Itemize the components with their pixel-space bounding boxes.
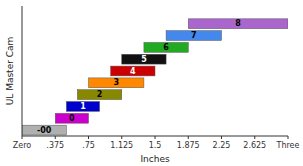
x-tick-label: 1.125 [110, 141, 133, 150]
bar [144, 42, 188, 52]
bar [22, 125, 66, 135]
x-tick-label: .75 [82, 141, 95, 150]
x-tick [288, 136, 289, 139]
x-tick [155, 136, 156, 139]
x-ticks: Zero .375 .75 1.125 1.5 1.875 2.25 2.625 Three [13, 136, 300, 150]
x-tick-label: 2.25 [213, 141, 231, 150]
bar [77, 90, 121, 100]
bar [188, 19, 288, 29]
bar [166, 31, 221, 41]
x-tick-label: Three [276, 141, 300, 150]
x-tick [22, 136, 23, 139]
bar [111, 66, 155, 76]
bars [22, 19, 288, 135]
x-tick-label: 2.625 [243, 141, 266, 150]
bar [55, 113, 88, 123]
bar [89, 78, 144, 88]
x-tick-label: 1.875 [177, 141, 200, 150]
x-tick [221, 136, 222, 139]
bar-label: 8 [235, 19, 241, 28]
x-tick [88, 136, 89, 139]
x-tick-label: .375 [46, 141, 64, 150]
bar-label: 5 [141, 55, 147, 64]
y-axis-label: UL Master Cam [5, 37, 15, 106]
bar-label: 1 [80, 102, 86, 111]
x-axis-label: Inches [140, 154, 170, 164]
x-tick [121, 136, 122, 139]
bar-label: 6 [163, 43, 169, 52]
bar-label: 7 [191, 31, 197, 40]
bar-label: 0 [69, 114, 75, 123]
x-tick-label: Zero [13, 141, 32, 150]
bar [122, 54, 166, 64]
bar-label: 2 [97, 90, 103, 99]
bar [66, 102, 99, 112]
y-axis-line [22, 6, 23, 136]
x-tick [254, 136, 255, 139]
chart: -00 01 2 3 45 6 7 8 Zero .375 .75 1.125 1.5 1.875 2.25… [0, 0, 303, 166]
bar-label: 4 [130, 67, 136, 76]
bar-label: -00 [37, 126, 52, 135]
bar-label: 3 [113, 78, 119, 87]
x-tick [188, 136, 189, 139]
data-labels: -00 01 2 3 45 6 7 8 [37, 19, 241, 134]
x-tick [55, 136, 56, 139]
x-tick-label: 1.5 [149, 141, 162, 150]
